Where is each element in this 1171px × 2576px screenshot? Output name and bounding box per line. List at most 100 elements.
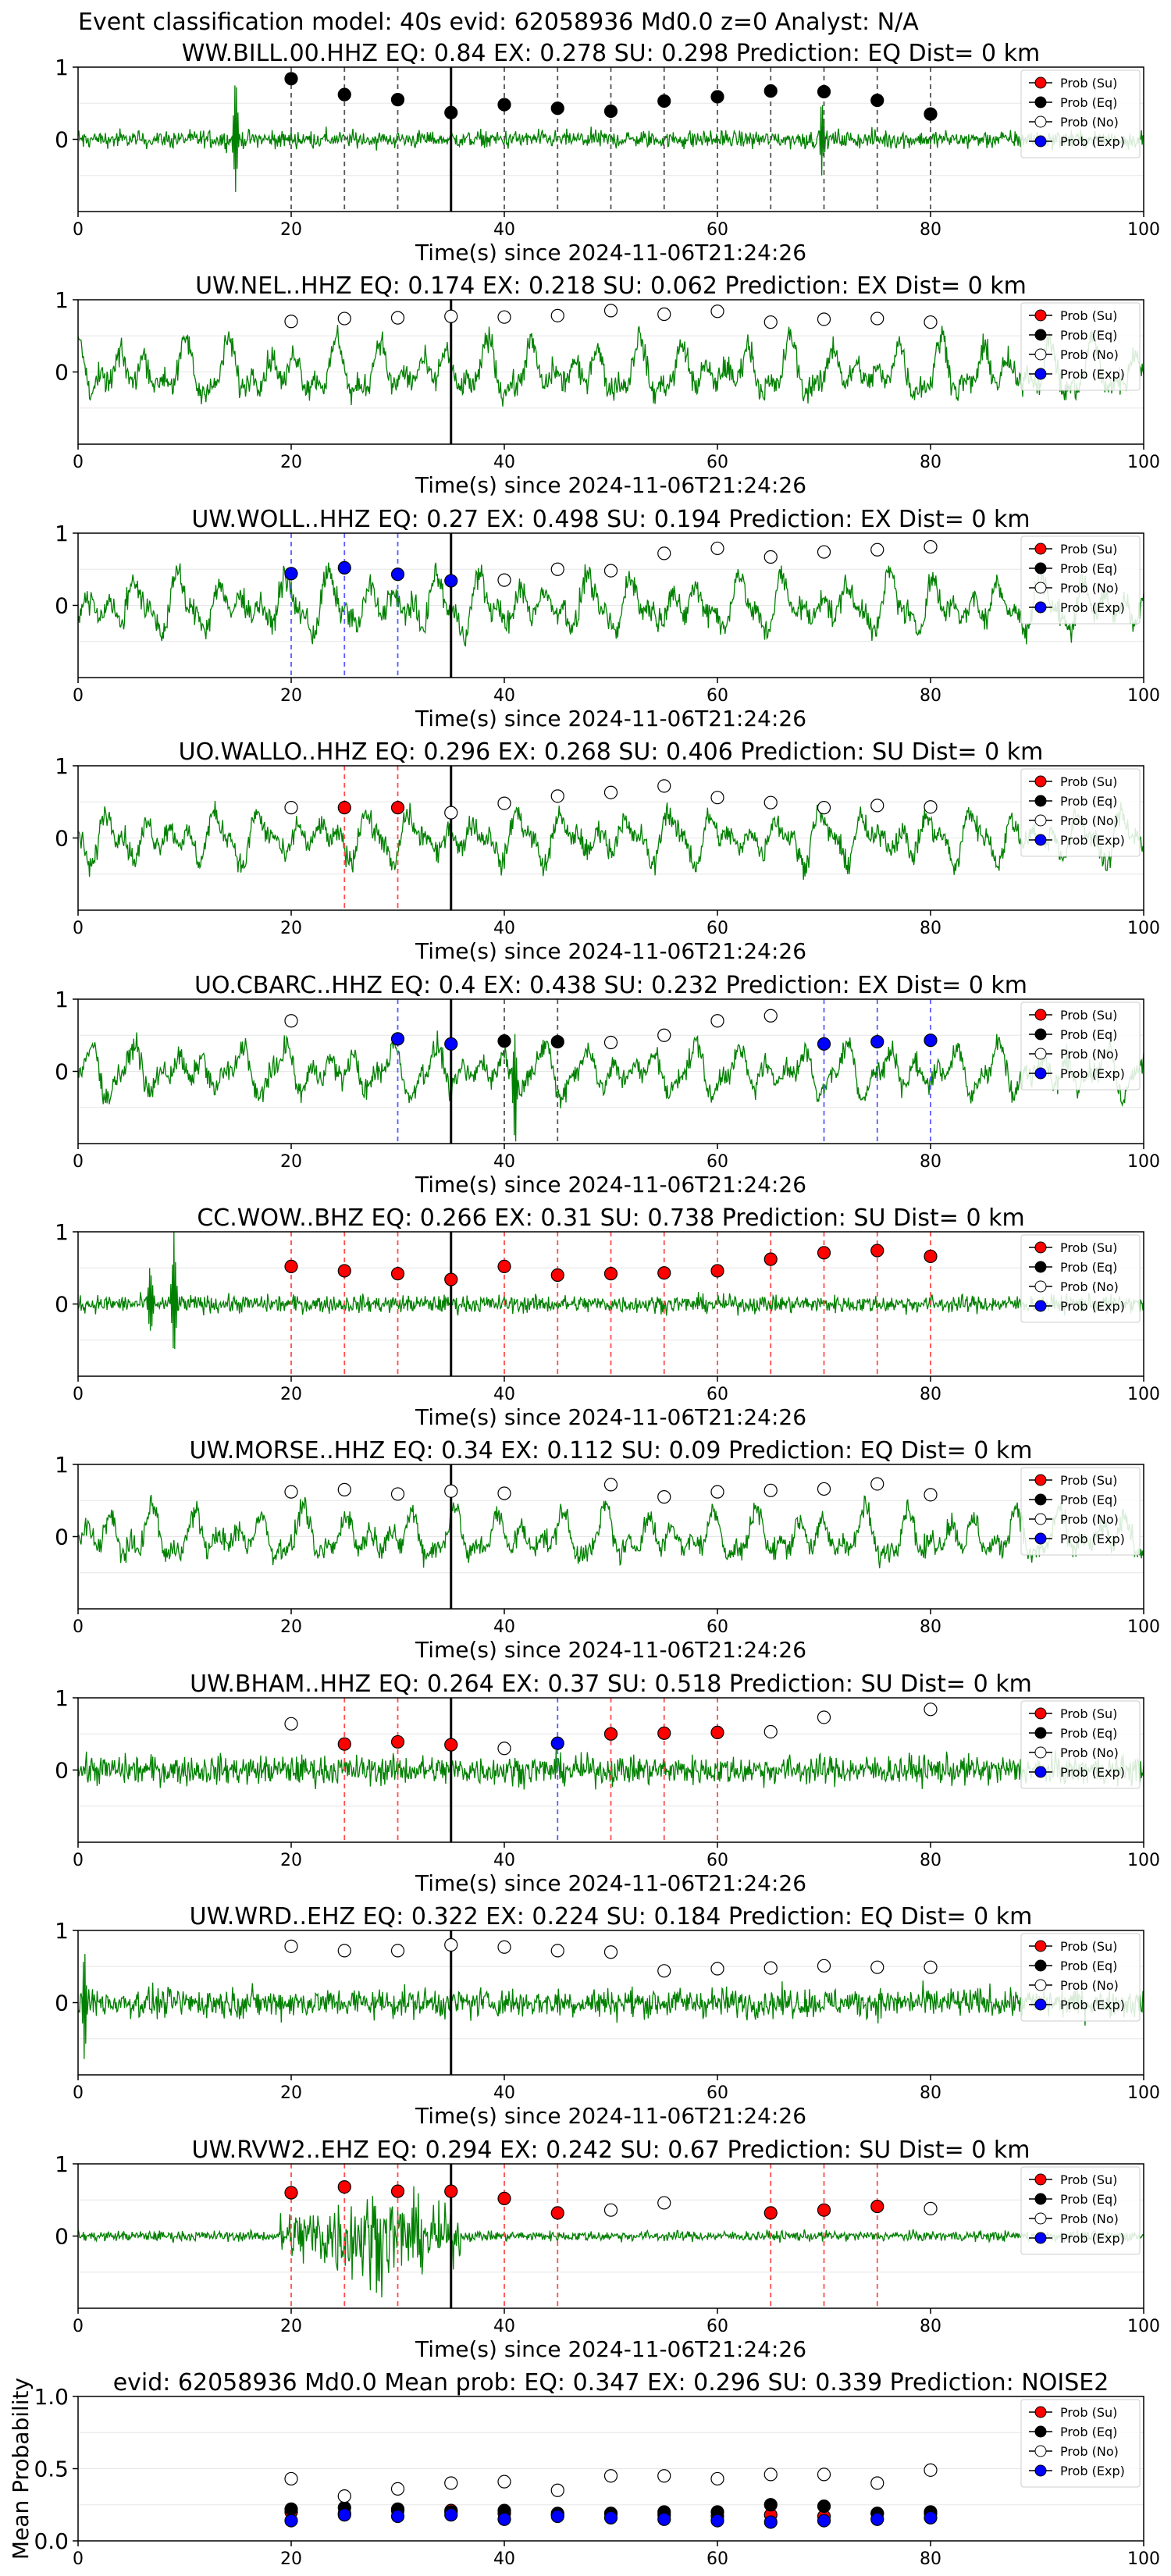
- prob-marker-no: [603, 785, 618, 799]
- mean-marker-eq: [817, 2500, 831, 2514]
- prob-marker-no: [497, 310, 511, 324]
- prob-marker-su: [390, 1267, 405, 1281]
- x-axis-label: Time(s) since 2024-11-06T21:24:26: [415, 1637, 806, 1663]
- prob-marker-no: [924, 1488, 938, 1502]
- prob-marker-eq: [444, 105, 458, 119]
- panel-5: CC.WOW..BHZ EQ: 0.266 EX: 0.31 SU: 0.738…: [55, 1204, 1160, 1430]
- legend-label-su: Prob (Su): [1060, 76, 1117, 91]
- mean-marker-no: [817, 2467, 831, 2482]
- legend-label-no: Prob (No): [1060, 2211, 1119, 2226]
- legend-label-su: Prob (Su): [1060, 1939, 1117, 1954]
- prob-marker-eq: [817, 84, 831, 99]
- prob-marker-no: [603, 2203, 618, 2217]
- panel-title: UO.CBARC..HHZ EQ: 0.4 EX: 0.438 SU: 0.23…: [194, 972, 1027, 999]
- legend-marker-eq: [1034, 1727, 1047, 1739]
- legend-label-exp: Prob (Exp): [1060, 367, 1125, 382]
- prob-marker-no: [603, 304, 618, 318]
- prob-marker-no: [817, 1710, 831, 1724]
- legend-marker-su: [1034, 76, 1047, 89]
- y-tick-label: 1: [55, 1918, 69, 1944]
- legend-box: [1020, 2399, 1141, 2488]
- mean-marker-exp: [550, 2509, 564, 2524]
- x-tick-label: 100: [1127, 2549, 1160, 2569]
- x-tick-label: 80: [920, 2317, 941, 2336]
- x-axis-label: Time(s) since 2024-11-06T21:24:26: [415, 1172, 806, 1197]
- prob-marker-no: [444, 1484, 458, 1498]
- legend-box: [1020, 1002, 1141, 1091]
- legend-marker-exp: [1034, 1532, 1047, 1545]
- x-tick-label: 80: [920, 1851, 941, 1870]
- prob-marker-no: [657, 2196, 671, 2210]
- legend-marker-eq: [1034, 562, 1047, 575]
- x-tick-label: 0: [73, 2549, 84, 2569]
- legend-marker-exp: [1034, 1300, 1047, 1312]
- y-tick-label: 1: [55, 1685, 69, 1711]
- legend-label-exp: Prob (Exp): [1060, 2464, 1125, 2478]
- prob-marker-no: [924, 539, 938, 554]
- x-axis-label: Time(s) since 2024-11-06T21:24:26: [415, 1404, 806, 1430]
- mean-marker-no: [924, 2463, 938, 2477]
- legend-label-eq: Prob (Eq): [1060, 2425, 1117, 2439]
- prob-marker-no: [817, 545, 831, 559]
- prob-marker-no: [710, 1014, 724, 1028]
- x-tick-label: 0: [73, 2317, 84, 2336]
- legend-label-exp: Prob (Exp): [1060, 1998, 1125, 2012]
- x-tick-label: 0: [73, 220, 84, 240]
- legend-marker-eq: [1034, 1261, 1047, 1273]
- prob-marker-no: [817, 1482, 831, 1496]
- prob-marker-su: [390, 2184, 405, 2198]
- waveform-trace: [77, 1494, 1144, 1569]
- prob-marker-eq: [337, 87, 351, 101]
- legend-label-eq: Prob (Eq): [1060, 1260, 1117, 1275]
- legend-marker-eq: [1034, 96, 1047, 109]
- x-tick-label: 60: [707, 453, 728, 472]
- mean-prob-panel: evid: 62058936 Md0.0 Mean prob: EQ: 0.34…: [8, 2369, 1160, 2569]
- panel-title: UW.NEL..HHZ EQ: 0.174 EX: 0.218 SU: 0.06…: [195, 272, 1027, 300]
- y-tick-label: 1.0: [34, 2384, 69, 2410]
- y-axis-label: Mean Probability: [8, 2378, 34, 2560]
- prob-marker-su: [870, 2199, 884, 2214]
- y-tick-label: 1: [55, 1219, 69, 1245]
- legend-marker-su: [1034, 775, 1047, 788]
- prob-marker-no: [870, 543, 884, 557]
- panel-title: UW.BHAM..HHZ EQ: 0.264 EX: 0.37 SU: 0.51…: [190, 1670, 1032, 1698]
- mean-panel-title: evid: 62058936 Md0.0 Mean prob: EQ: 0.34…: [113, 2369, 1109, 2396]
- x-tick-label: 20: [280, 2317, 302, 2336]
- x-tick-label: 80: [920, 2549, 941, 2569]
- prob-marker-no: [710, 1962, 724, 1976]
- legend-marker-eq: [1034, 329, 1047, 341]
- legend-marker-eq: [1034, 795, 1047, 807]
- legend-label-exp: Prob (Exp): [1060, 1299, 1125, 1314]
- legend-marker-eq: [1034, 1028, 1047, 1041]
- x-tick-label: 100: [1127, 1617, 1160, 1637]
- mean-marker-exp: [870, 2512, 884, 2526]
- prob-marker-no: [390, 311, 405, 325]
- prob-marker-no: [870, 1960, 884, 1974]
- x-tick-label: 80: [920, 1385, 941, 1404]
- x-tick-label: 40: [493, 686, 515, 706]
- prob-marker-eq: [284, 72, 298, 86]
- legend-marker-su: [1034, 1940, 1047, 1952]
- prob-marker-no: [870, 799, 884, 813]
- y-tick-label: 0: [55, 127, 69, 153]
- prob-marker-su: [444, 1738, 458, 1752]
- y-tick-label: 0: [55, 1292, 69, 1318]
- prob-marker-no: [550, 562, 564, 576]
- legend-marker-exp: [1034, 1998, 1047, 2011]
- mean-marker-no: [603, 2469, 618, 2483]
- y-tick-label: 0.0: [34, 2528, 69, 2554]
- prob-marker-no: [710, 541, 724, 556]
- mean-marker-exp: [603, 2510, 618, 2524]
- mean-marker-no: [710, 2471, 724, 2486]
- prob-marker-no: [284, 315, 298, 329]
- x-tick-label: 60: [707, 919, 728, 938]
- legend-marker-exp: [1034, 2464, 1047, 2477]
- prob-marker-no: [763, 1009, 778, 1023]
- prob-marker-no: [497, 1742, 511, 1756]
- prob-marker-no: [763, 1483, 778, 1497]
- mean-marker-no: [657, 2469, 671, 2483]
- prob-marker-eq: [497, 98, 511, 112]
- prob-marker-no: [924, 1703, 938, 1717]
- prob-marker-eq: [763, 84, 778, 98]
- prob-marker-no: [657, 307, 671, 322]
